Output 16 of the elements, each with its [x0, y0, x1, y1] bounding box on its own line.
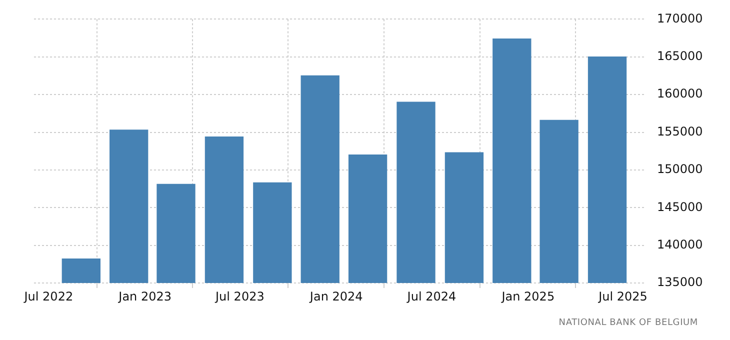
- text: NATIONAL BANK OF BELGIUM: [558, 318, 698, 328]
- y-tick-label: 150000: [657, 162, 703, 176]
- x-tick-label: Jan 2024: [308, 289, 363, 304]
- x-tick-label: Jan 2025: [500, 289, 555, 304]
- y-tick-label: 155000: [657, 124, 703, 138]
- y-tick-label: 135000: [657, 275, 703, 290]
- y-tick-label: 140000: [657, 237, 703, 252]
- x-tick-label: Jul 2025: [598, 289, 648, 304]
- x-tick-label: Jul 2023: [214, 289, 264, 304]
- y-tick-label: 145000: [657, 200, 703, 214]
- x-tick-label: Jul 2024: [406, 289, 456, 304]
- x-tick-label: Jul 2022: [23, 289, 74, 304]
- y-tick-label: 160000: [657, 86, 703, 101]
- y-tick-label: 170000: [657, 11, 703, 26]
- y-tick-label: 165000: [657, 49, 703, 64]
- x-tick-label: Jan 2023: [118, 289, 172, 304]
